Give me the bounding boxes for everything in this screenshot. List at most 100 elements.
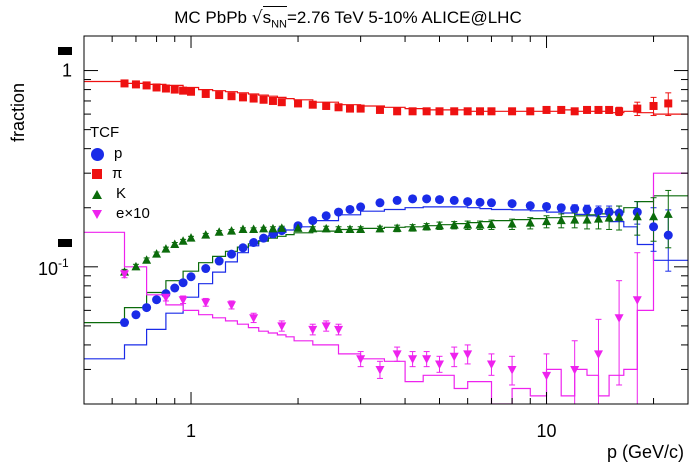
data-point-triangle-down [542,371,552,381]
data-point-square [450,107,459,116]
data-point-triangle-down [507,365,517,375]
data-point-triangle-up [614,212,624,221]
legend-label-pi: π [112,165,123,182]
scale-marker-mid [58,239,72,247]
data-point-square [170,85,179,94]
data-point-circle [170,283,180,293]
data-point-circle [435,195,445,205]
triangle-down-marker-icon [92,209,102,219]
data-point-circle [334,207,344,217]
data-point-square [375,105,384,114]
data-point-circle [259,233,269,243]
data-point-circle [556,203,566,213]
data-point-square [334,103,343,112]
data-point-triangle-down [593,350,603,359]
data-point-circle [178,278,188,288]
data-point-square [557,105,566,114]
data-point-triangle-up [356,224,366,233]
data-point-triangle-up [649,211,659,221]
data-point-triangle-up [408,222,418,232]
data-point-triangle-up [604,213,614,222]
data-point-triangle-down [486,360,496,369]
data-point-triangle-up [186,233,196,242]
data-point-circle [142,303,152,313]
y-tick-label: 10-1 [38,256,69,279]
data-point-triangle-down [321,322,331,331]
data-point-square [322,101,331,110]
data-point-triangle-up [249,224,259,233]
data-point-square [152,83,161,92]
data-point-triangle-up [392,223,402,232]
data-point-square [526,107,535,116]
data-point-square [463,107,472,116]
data-point-circle [486,198,496,208]
data-point-triangle-up [152,249,162,258]
data-point-circle [345,204,355,214]
data-point-triangle-up [277,223,287,232]
title-s: s [262,8,272,27]
data-point-circle [120,318,130,328]
data-point-square [615,107,624,116]
data-point-triangle-up [321,223,331,233]
data-point-square [131,80,140,89]
data-point-triangle-up [268,223,278,233]
data-point-circle [422,194,432,204]
marker-layer [120,79,673,381]
data-point-triangle-down [449,352,459,362]
data-point-triangle-up [525,218,535,227]
error-bar-layer [121,92,672,404]
data-point-circle [408,194,418,204]
data-point-triangle-up [308,223,318,233]
data-point-square [508,107,517,116]
axis-ticks [83,36,688,405]
data-point-square [605,105,614,114]
data-point-circle [475,197,485,207]
data-point-triangle-down [435,360,445,369]
data-point-triangle-up [238,224,248,233]
data-point-triangle-up [178,236,188,245]
data-point-triangle-down [408,355,418,364]
data-point-triangle-up [632,211,642,221]
data-point-circle [238,243,248,253]
data-point-square [345,104,354,113]
data-point-triangle-down [392,350,402,359]
data-point-square [268,96,277,105]
data-point-triangle-down [614,314,624,323]
legend-label-p: p [114,145,123,162]
title-prefix: MC PbPb [174,8,252,27]
data-point-circle [463,197,473,207]
data-point-square [594,105,603,114]
data-point-triangle-up [334,224,344,233]
data-point-circle [507,199,517,209]
square-marker-icon [92,169,102,179]
histogram-0 [84,206,688,360]
data-point-circle [649,222,659,232]
title-sub: NN [271,18,287,31]
data-point-square [249,94,258,103]
histogram-3 [84,172,688,404]
legend-label-e: e×10 [116,205,150,222]
plot-frame [83,35,689,405]
data-point-triangle-up [214,227,224,236]
data-point-circle [663,230,673,240]
data-point-circle [593,206,603,216]
data-point-triangle-up [463,220,473,229]
data-point-triangle-up [201,230,211,239]
data-point-triangle-up [663,209,673,218]
legend-entry-k: K [90,184,150,204]
data-point-circle [214,256,224,266]
data-point-triangle-down [249,314,259,323]
title-sqrt: √ [251,8,263,28]
data-point-square [277,98,286,107]
data-point-triangle-up [582,215,592,224]
data-point-square [294,99,303,108]
data-point-triangle-up [507,219,517,228]
data-point-square [187,87,196,96]
data-point-triangle-down [120,270,130,279]
data-point-triangle-up [259,223,269,233]
data-point-square [542,105,551,114]
title-suffix: =2.76 TeV 5-10% ALICE@LHC [286,8,522,27]
data-point-triangle-up [375,223,385,233]
data-point-circle [249,238,259,248]
scale-marker-top [58,47,72,55]
